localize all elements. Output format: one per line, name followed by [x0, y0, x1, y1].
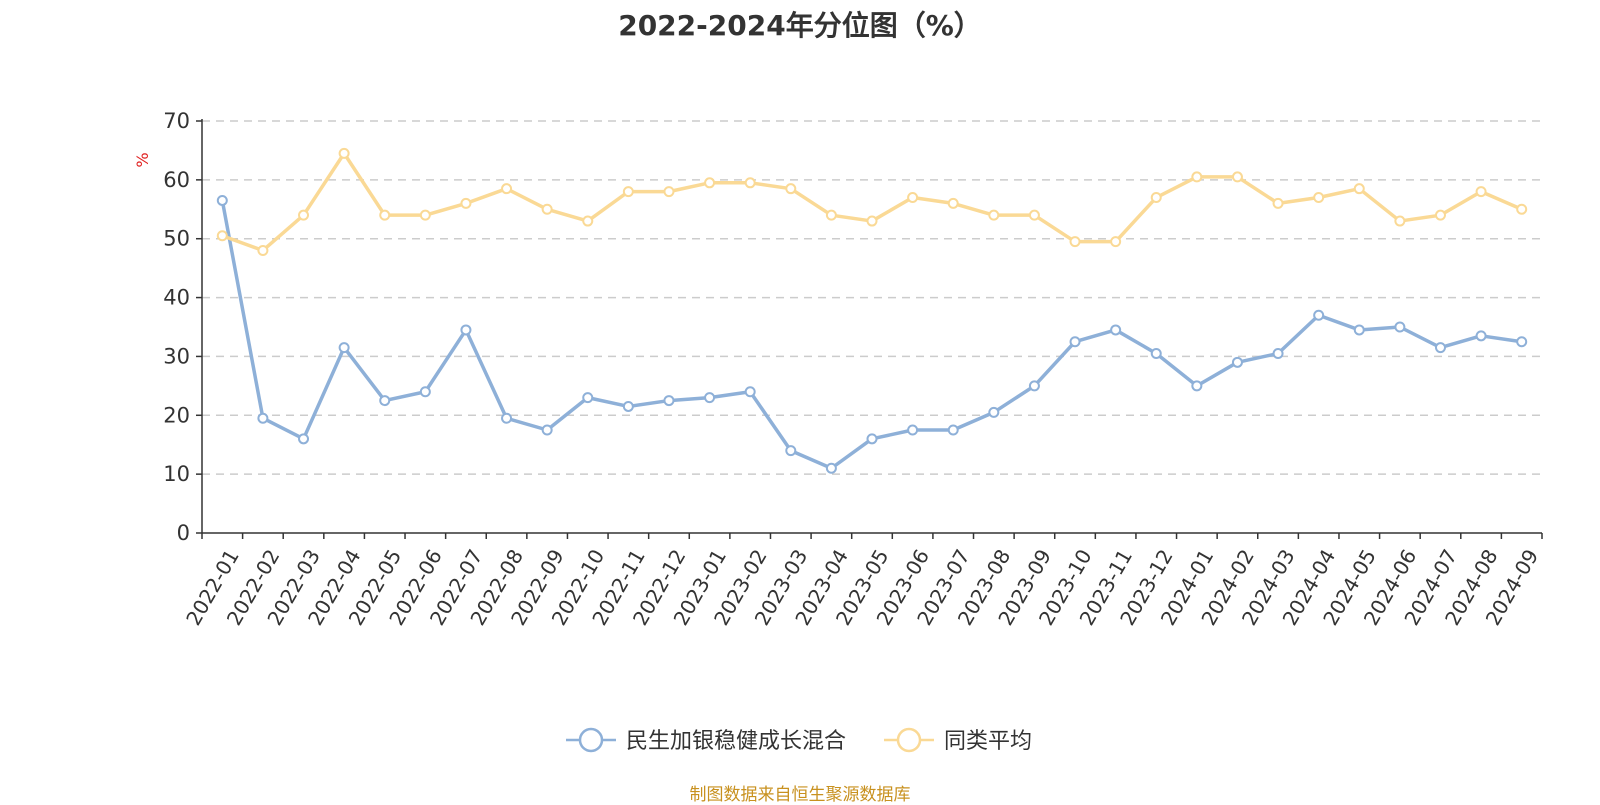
- data-point-1-2023-08[interactable]: [988, 406, 1000, 418]
- data-point-1-2023-03[interactable]: [785, 445, 797, 457]
- data-point-2-2022-05[interactable]: [379, 209, 391, 221]
- data-point-1-2022-10[interactable]: [582, 392, 594, 404]
- data-point-1-2023-04[interactable]: [825, 462, 837, 474]
- data-point-2-2022-09[interactable]: [541, 203, 553, 215]
- data-point-1-2023-06[interactable]: [907, 424, 919, 436]
- data-point-1-2022-01[interactable]: [216, 194, 228, 206]
- legend-label-1: 民生加银稳健成长混合: [626, 729, 846, 754]
- data-point-2-2024-06[interactable]: [1394, 215, 1406, 227]
- data-point-1-2023-02[interactable]: [744, 386, 756, 398]
- data-point-1-2022-08[interactable]: [501, 412, 513, 424]
- source-note: 制图数据来自恒生聚源数据库: [689, 785, 911, 805]
- data-point-1-2022-04[interactable]: [338, 342, 350, 354]
- axes: [196, 119, 1543, 539]
- data-point-2-2022-06[interactable]: [419, 209, 431, 221]
- data-point-2-2024-03[interactable]: [1272, 197, 1284, 209]
- data-point-2-2024-08[interactable]: [1475, 186, 1487, 198]
- data-point-2-2022-04[interactable]: [338, 147, 350, 159]
- y-tick-label-30: 30: [163, 344, 190, 368]
- data-point-1-2022-05[interactable]: [379, 395, 391, 407]
- series-layer: [216, 147, 1528, 474]
- data-point-2-2023-01[interactable]: [704, 177, 716, 189]
- y-tick-label-20: 20: [163, 403, 190, 427]
- data-point-2-2023-11[interactable]: [1110, 236, 1122, 248]
- data-point-1-2022-09[interactable]: [541, 424, 553, 436]
- data-point-2-2022-12[interactable]: [663, 186, 675, 198]
- y-tick-label-70: 70: [163, 109, 190, 133]
- legend-item-2[interactable]: 同类平均: [884, 727, 1032, 754]
- data-point-1-2023-12[interactable]: [1150, 347, 1162, 359]
- data-point-2-2022-03[interactable]: [298, 209, 310, 221]
- data-point-1-2024-04[interactable]: [1313, 309, 1325, 321]
- y-tick-label-60: 60: [163, 168, 190, 192]
- data-point-1-2024-05[interactable]: [1353, 324, 1365, 336]
- series-line-1: [220, 200, 1522, 471]
- data-point-2-2023-12[interactable]: [1150, 192, 1162, 204]
- data-point-2-2024-09[interactable]: [1516, 203, 1528, 215]
- data-point-1-2024-08[interactable]: [1475, 330, 1487, 342]
- data-point-2-2024-02[interactable]: [1231, 171, 1243, 183]
- series-1: [216, 194, 1528, 474]
- legend-item-1[interactable]: 民生加银稳健成长混合: [566, 727, 846, 754]
- data-point-2-2024-01[interactable]: [1191, 171, 1203, 183]
- legend-marker-1: [578, 727, 604, 753]
- data-point-1-2024-01[interactable]: [1191, 380, 1203, 392]
- y-tick-label-10: 10: [163, 462, 190, 486]
- data-point-2-2023-04[interactable]: [825, 209, 837, 221]
- data-point-1-2022-07[interactable]: [460, 324, 472, 336]
- data-point-2-2022-02[interactable]: [257, 244, 269, 256]
- data-point-2-2022-08[interactable]: [501, 183, 513, 195]
- data-point-2-2022-01[interactable]: [216, 230, 228, 242]
- data-point-2-2023-06[interactable]: [907, 192, 919, 204]
- data-point-1-2023-10[interactable]: [1069, 336, 1081, 348]
- data-point-1-2024-02[interactable]: [1231, 356, 1243, 368]
- data-point-2-2023-07[interactable]: [947, 197, 959, 209]
- data-point-1-2022-02[interactable]: [257, 412, 269, 424]
- data-point-2-2024-07[interactable]: [1434, 209, 1446, 221]
- y-axis-unit-label: %: [133, 152, 152, 167]
- data-point-1-2022-11[interactable]: [622, 400, 634, 412]
- data-point-2-2022-10[interactable]: [582, 215, 594, 227]
- data-point-2-2023-09[interactable]: [1028, 209, 1040, 221]
- data-point-1-2024-09[interactable]: [1516, 336, 1528, 348]
- data-point-2-2023-02[interactable]: [744, 177, 756, 189]
- data-point-1-2024-06[interactable]: [1394, 321, 1406, 333]
- legend-label-2: 同类平均: [944, 729, 1032, 754]
- data-point-2-2023-03[interactable]: [785, 183, 797, 195]
- legend-marker-2: [896, 727, 922, 753]
- data-point-1-2022-03[interactable]: [298, 433, 310, 445]
- data-point-1-2023-11[interactable]: [1110, 324, 1122, 336]
- data-point-2-2024-05[interactable]: [1353, 183, 1365, 195]
- y-tick-labels: 0 10 20 30 40 50 60 70: [163, 109, 190, 545]
- data-point-1-2023-09[interactable]: [1028, 380, 1040, 392]
- x-tick-labels: 2022-012022-022022-032022-042022-052022-…: [181, 545, 1543, 629]
- data-point-1-2023-01[interactable]: [704, 392, 716, 404]
- data-point-2-2023-08[interactable]: [988, 209, 1000, 221]
- data-point-2-2023-10[interactable]: [1069, 236, 1081, 248]
- data-point-1-2022-06[interactable]: [419, 386, 431, 398]
- y-tick-label-40: 40: [163, 286, 190, 310]
- data-point-1-2022-12[interactable]: [663, 395, 675, 407]
- y-tick-label-50: 50: [163, 227, 190, 251]
- data-point-1-2024-03[interactable]: [1272, 347, 1284, 359]
- data-point-1-2023-07[interactable]: [947, 424, 959, 436]
- data-point-2-2022-11[interactable]: [622, 186, 634, 198]
- data-point-1-2023-05[interactable]: [866, 433, 878, 445]
- y-tick-label-0: 0: [177, 521, 190, 545]
- chart-title: 2022-2024年分位图（%）: [618, 9, 982, 42]
- data-point-2-2022-07[interactable]: [460, 197, 472, 209]
- grid-lines: [202, 120, 1542, 475]
- series-2: [216, 147, 1528, 256]
- data-point-2-2024-04[interactable]: [1313, 192, 1325, 204]
- data-point-2-2023-05[interactable]: [866, 215, 878, 227]
- series-line-2: [221, 151, 1523, 253]
- legend[interactable]: 民生加银稳健成长混合 同类平均: [566, 727, 1032, 754]
- data-point-1-2024-07[interactable]: [1434, 342, 1446, 354]
